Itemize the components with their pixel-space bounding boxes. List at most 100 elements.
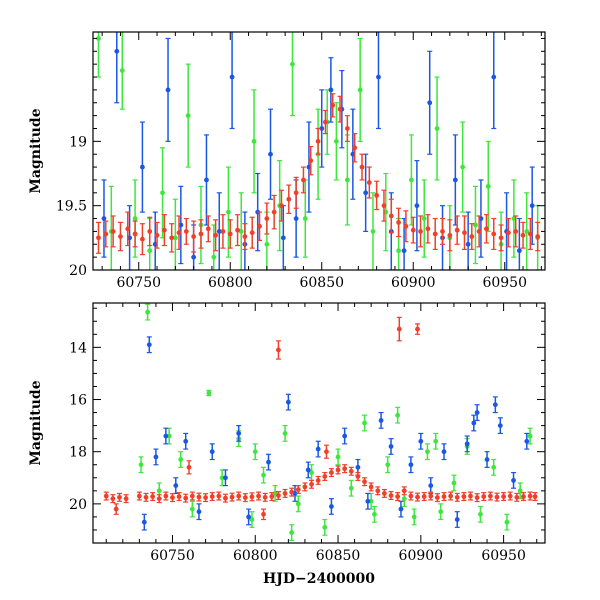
bottom-blue-band-data-point <box>146 342 152 348</box>
top-red-band-data-point <box>242 234 248 239</box>
top-panel-ticks: 60750 60800 60850 60900 60950 19 19.5 20 <box>56 32 545 291</box>
bottom-blue-band-data-point <box>266 459 271 465</box>
top-red-band-data-point <box>235 227 240 233</box>
top-blue-band-data-point <box>414 203 420 209</box>
bottom-green-band-data-point <box>527 433 533 439</box>
top-red-band-data-point <box>374 192 380 198</box>
bottom-red-band-data-point <box>223 495 228 501</box>
top-y-tick-label: 19.5 <box>56 199 87 215</box>
top-red-band-data-point <box>176 230 182 236</box>
bottom-blue-band-data-point <box>141 519 147 525</box>
top-green-band-data-point <box>421 216 427 221</box>
top-red-band-data-point <box>425 226 431 232</box>
bottom-blue-band-data-point <box>388 444 394 449</box>
bottom-red-band-data-point <box>249 494 255 500</box>
top-red-band-data-point <box>161 227 167 233</box>
bottom-blue-band-data-point <box>408 462 414 468</box>
bottom-red-band-data-point <box>209 494 215 499</box>
bottom-red-band-data-point <box>342 466 348 472</box>
top-red-band-data-point <box>388 213 394 219</box>
top-green-band-data-point <box>460 164 466 170</box>
top-blue-band-data-point <box>280 235 286 241</box>
top-green-band-data-point <box>524 229 530 234</box>
bottom-red-band-data-point <box>282 491 288 496</box>
bottom-green-band-data-point <box>451 480 457 486</box>
bottom-green-band-data-point <box>335 454 341 460</box>
bottom-panel-data-points <box>103 303 538 541</box>
bottom-green-band-data-point <box>478 511 483 517</box>
bottom-x-tick-label: 60850 <box>316 548 361 564</box>
top-red-band-data-point <box>315 138 321 144</box>
top-red-band-data-point <box>213 232 219 238</box>
bottom-red-band-data-point <box>136 493 142 499</box>
top-red-band-data-point <box>198 231 204 237</box>
bottom-red-band-data-point <box>527 493 533 499</box>
bottom-red-band-data-point <box>170 495 175 501</box>
bottom-green-band-data-point <box>282 431 288 436</box>
top-blue-band-data-point <box>101 216 107 221</box>
bottom-red-band-data-point <box>203 495 208 501</box>
bottom-green-band-data-point <box>219 475 225 481</box>
top-green-band-data-point <box>357 87 363 93</box>
bottom-red-band-data-point <box>110 496 116 502</box>
bottom-blue-band-data-point <box>428 483 434 489</box>
bottom-blue-band-data-point <box>398 506 404 512</box>
top-blue-band-data-point <box>491 74 497 80</box>
bottom-red-band-data-point <box>150 494 156 499</box>
top-green-band-data-point <box>96 36 101 41</box>
bottom-green-band-data-point <box>249 517 255 522</box>
top-green-band-data-point <box>119 68 125 73</box>
bottom-blue-band-data-point <box>153 454 159 460</box>
top-green-band-data-point <box>434 126 440 131</box>
top-red-band-data-point <box>447 232 453 238</box>
bottom-x-tick-label: 60800 <box>233 548 278 564</box>
top-red-band-data-point <box>432 231 438 237</box>
bottom-series-blue-band <box>141 336 530 531</box>
top-red-band-data-point <box>491 231 497 237</box>
bottom-red-band-data-point <box>501 494 507 499</box>
top-red-band-data-point <box>271 209 277 215</box>
bottom-red-band-data-point <box>329 470 334 475</box>
bottom-red-band-data-point <box>309 481 314 487</box>
bottom-red-band-data-point <box>415 326 420 332</box>
bottom-blue-band-data-point <box>246 514 252 520</box>
bottom-y-tick-label: 18 <box>69 445 87 461</box>
bottom-red-band-data-point <box>295 487 301 492</box>
bottom-blue-band-data-point <box>454 517 460 522</box>
top-green-band-data-point <box>370 229 376 234</box>
bottom-panel-y-axis-title: Magnitude <box>28 380 44 465</box>
bottom-green-band-data-point <box>138 462 144 468</box>
top-red-band-data-point <box>410 227 416 233</box>
bottom-red-band-data-point <box>163 493 169 499</box>
bottom-red-band-data-point <box>348 468 354 474</box>
bottom-green-band-data-point <box>368 498 374 504</box>
top-green-band-data-point <box>226 209 231 215</box>
bottom-green-band-data-point <box>309 470 314 475</box>
bottom-green-band-data-point <box>189 506 195 512</box>
bottom-green-band-data-point <box>385 462 391 468</box>
bottom-blue-band-data-point <box>471 420 477 426</box>
top-blue-band-data-point <box>427 100 433 106</box>
bottom-blue-band-data-point <box>365 498 371 504</box>
top-red-band-data-point <box>191 234 197 239</box>
top-x-tick-label: 60900 <box>391 275 436 291</box>
bottom-blue-band-data-point <box>492 402 498 408</box>
bottom-blue-band-data-point <box>223 475 228 481</box>
bottom-red-band-data-point <box>415 494 420 500</box>
bottom-green-band-data-point <box>395 412 401 418</box>
top-panel-y-axis-title: Magnitude <box>28 108 44 193</box>
top-series-red-band <box>95 93 541 256</box>
top-blue-band-data-point <box>452 177 458 183</box>
bottom-blue-band-data-point <box>441 449 447 455</box>
top-red-band-data-point <box>403 223 409 229</box>
bottom-red-band-data-point <box>388 493 394 498</box>
bottom-red-band-data-point <box>262 494 268 500</box>
bottom-red-band-data-point <box>434 495 440 501</box>
bottom-red-band-data-point <box>481 494 487 499</box>
top-blue-band-data-point <box>293 216 299 221</box>
bottom-green-band-data-point <box>517 488 523 494</box>
top-green-band-data-point <box>251 138 257 144</box>
bottom-red-band-data-point <box>216 493 222 499</box>
top-green-band-data-point <box>147 248 153 254</box>
